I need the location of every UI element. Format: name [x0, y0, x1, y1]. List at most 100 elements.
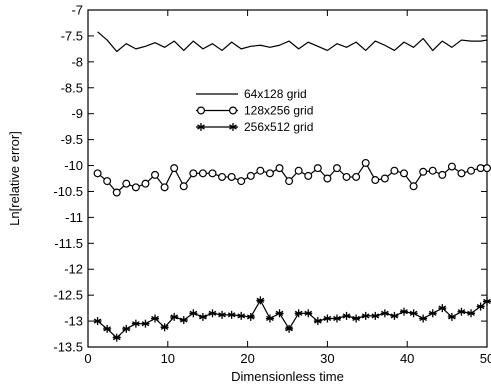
data-point [237, 177, 246, 186]
x-tick-label: 10 [161, 351, 175, 366]
data-point [179, 316, 188, 325]
series-1 [97, 31, 488, 53]
data-point [141, 179, 150, 188]
data-point [103, 324, 112, 333]
data-point [208, 169, 217, 178]
data-point [179, 182, 188, 191]
data-point [371, 311, 380, 320]
data-point [275, 309, 284, 318]
y-tick-label: -12 [64, 262, 83, 277]
y-axis-title: Ln[relative error] [7, 131, 22, 226]
data-point [112, 333, 121, 342]
y-tick-label: -8 [71, 54, 83, 69]
series-3 [93, 296, 491, 342]
data-point [170, 312, 179, 321]
data-point [131, 319, 140, 328]
y-tick-label: -10.5 [53, 184, 83, 199]
data-point [141, 319, 150, 328]
data-point [189, 169, 198, 178]
data-point [390, 166, 399, 175]
legend-marker [229, 106, 238, 115]
x-tick-label: 50 [480, 351, 491, 366]
series-2 [93, 158, 491, 197]
x-axis-title: Dimensionless time [231, 369, 344, 384]
data-point [265, 314, 274, 323]
data-point [218, 310, 227, 319]
y-tick-label: -9 [71, 106, 83, 121]
data-point [151, 314, 160, 323]
data-point [256, 166, 265, 175]
data-point [476, 164, 485, 173]
data-point [447, 162, 456, 171]
data-point [313, 164, 322, 173]
data-point [428, 166, 437, 175]
data-point [380, 174, 389, 183]
y-tick-label: -11 [65, 210, 83, 225]
data-point [419, 314, 428, 323]
x-tick-label: 20 [240, 351, 254, 366]
y-tick-label: -8.5 [61, 80, 83, 95]
data-point [227, 172, 236, 181]
data-point [438, 304, 447, 313]
data-point [447, 312, 456, 321]
data-point [93, 317, 102, 326]
data-point [438, 170, 447, 179]
legend-label: 64x128 grid [244, 87, 307, 101]
data-point [400, 307, 409, 316]
data-point [93, 169, 102, 178]
legend-entry: 64x128 grid [196, 87, 307, 101]
data-point [483, 164, 491, 173]
data-point [246, 171, 255, 180]
data-point [390, 311, 399, 320]
data-point [409, 182, 418, 191]
data-point [476, 302, 485, 311]
legend-label: 256x512 grid [244, 120, 313, 134]
data-point [208, 309, 217, 318]
data-point [294, 309, 303, 318]
data-point [237, 311, 246, 320]
data-point [275, 164, 284, 173]
data-point [323, 174, 332, 183]
data-point [323, 314, 332, 323]
legend-marker [197, 123, 205, 131]
data-point [227, 310, 236, 319]
data-point [332, 314, 341, 323]
data-point [218, 172, 227, 181]
data-point [342, 311, 351, 320]
y-tick-label: -10 [64, 158, 83, 173]
data-point [265, 169, 274, 178]
data-point [467, 166, 476, 175]
data-point [371, 176, 380, 185]
axis-ticks [87, 9, 488, 348]
legend: 64x128 grid 128x256 grid 256x512 grid [196, 87, 313, 134]
x-tick-label: 40 [400, 351, 414, 366]
data-point [304, 309, 313, 318]
data-point [380, 309, 389, 318]
data-point [285, 177, 294, 186]
data-point [409, 309, 418, 318]
data-point [467, 309, 476, 318]
data-point [342, 172, 351, 181]
y-tick-label: -7.5 [61, 28, 83, 43]
data-point [332, 164, 341, 173]
y-tick-label: -12.5 [53, 288, 83, 303]
data-point [457, 307, 466, 316]
legend-label: 128x256 grid [244, 104, 313, 118]
y-tick-label: -13.5 [53, 340, 83, 355]
data-point [112, 188, 121, 197]
data-point [400, 169, 409, 178]
data-point [256, 296, 265, 305]
data-point [246, 312, 255, 321]
data-point [103, 177, 112, 186]
series-line [97, 31, 488, 53]
data-point [198, 312, 207, 321]
series-layer [93, 31, 491, 342]
data-point [170, 164, 179, 173]
x-tick-label: 30 [320, 351, 334, 366]
data-point [294, 166, 303, 175]
x-tick-label: 0 [84, 351, 91, 366]
data-point [285, 324, 294, 333]
plot-frame [87, 9, 488, 348]
data-point [198, 169, 207, 178]
